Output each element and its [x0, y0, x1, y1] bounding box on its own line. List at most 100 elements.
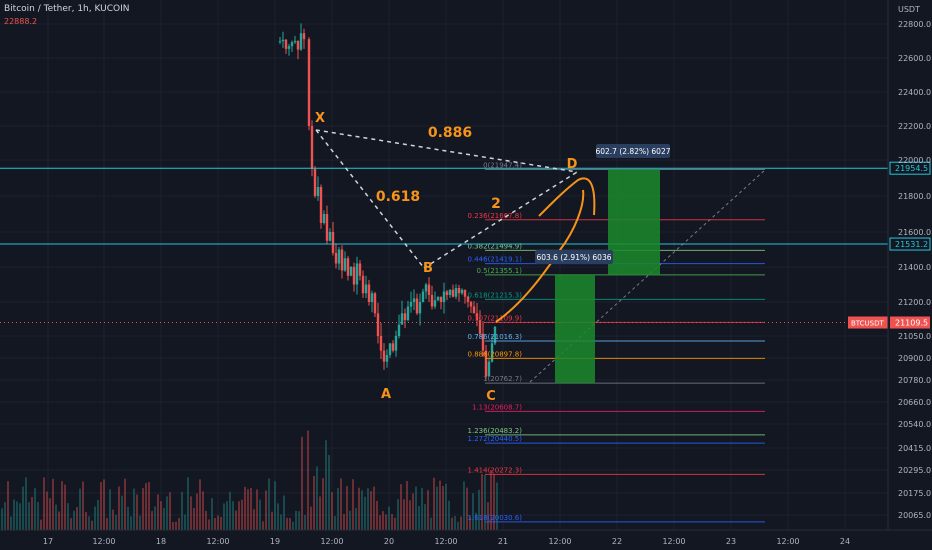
- candle-body: [421, 291, 425, 302]
- candle-body: [478, 320, 482, 334]
- volume-bar: [370, 491, 372, 530]
- volume-bar: [73, 510, 75, 530]
- candle-body: [391, 343, 395, 351]
- fib-label: 0.382(21494.9): [468, 242, 523, 250]
- volume-bar: [406, 481, 408, 530]
- fib-label: 1.414(20272.3): [468, 466, 523, 474]
- long-2-label-bg: [596, 144, 670, 158]
- volume-bar: [58, 511, 60, 530]
- candle-body: [394, 336, 398, 351]
- volume-bar: [76, 507, 78, 530]
- volume-bar: [67, 503, 69, 530]
- volume-bar: [412, 493, 414, 530]
- candle-body: [382, 350, 386, 362]
- volume-bar: [115, 514, 117, 530]
- volume-bar: [154, 506, 156, 530]
- volume-bar: [157, 494, 159, 530]
- volume-bar: [244, 486, 246, 530]
- volume-bars: [1, 430, 498, 530]
- volume-bar: [394, 517, 396, 530]
- price-tick: 20295.0: [898, 466, 931, 475]
- volume-bar: [388, 506, 390, 530]
- volume-bar: [148, 482, 150, 530]
- level-tag: 21954.5: [895, 164, 928, 173]
- volume-bar: [265, 490, 267, 530]
- volume-bar: [310, 506, 312, 530]
- candle-body: [370, 293, 374, 302]
- long-1-label: 603.6 (2.91%) 6036: [536, 253, 611, 262]
- fib-label: 0.786(21016.3): [468, 333, 523, 341]
- fib-label: 0(21947.4): [483, 161, 522, 169]
- candle-body: [302, 33, 306, 40]
- volume-bar: [385, 514, 387, 530]
- price-tick: 22000.0: [898, 156, 931, 165]
- candles: [278, 23, 497, 380]
- level-tag: 21531.2: [895, 240, 928, 249]
- volume-bar: [469, 516, 471, 530]
- volume-bar: [25, 477, 27, 530]
- candle-body: [445, 291, 449, 295]
- candle-body: [328, 232, 332, 241]
- volume-bar: [379, 515, 381, 530]
- pattern-point-d: D: [567, 157, 578, 172]
- candle-body: [418, 302, 422, 314]
- volume-bar: [253, 509, 255, 530]
- volume-bar: [478, 489, 480, 530]
- volume-bar: [196, 493, 198, 530]
- volume-bar: [439, 480, 441, 530]
- volume-bar: [223, 503, 225, 530]
- grid: [0, 0, 888, 530]
- volume-bar: [445, 483, 447, 530]
- volume-bar: [358, 487, 360, 530]
- volume-bar: [205, 510, 207, 530]
- volume-bar: [349, 510, 351, 530]
- volume-bar: [274, 481, 276, 530]
- volume-bar: [184, 514, 186, 530]
- volume-bar: [316, 466, 318, 530]
- volume-bar: [7, 481, 9, 530]
- candle-body: [388, 343, 392, 356]
- volume-bar: [106, 518, 108, 530]
- candle-body: [415, 298, 419, 314]
- volume-bar: [415, 486, 417, 530]
- volume-bar: [163, 508, 165, 530]
- candle-body: [358, 263, 362, 276]
- volume-bar: [160, 501, 162, 530]
- volume-bar: [283, 495, 285, 530]
- volume-bar: [292, 521, 294, 530]
- volume-bar: [127, 506, 129, 530]
- volume-bar: [220, 516, 222, 530]
- candle-body: [299, 33, 303, 50]
- price-tick: 21600.0: [898, 228, 931, 237]
- ratio-xd: 0.886: [428, 125, 472, 141]
- candle-body: [349, 267, 353, 276]
- volume-bar: [262, 521, 264, 530]
- volume-bar: [211, 498, 213, 530]
- candle-body: [361, 275, 365, 294]
- price-tick: 20065.0: [898, 511, 931, 520]
- volume-bar: [460, 516, 462, 530]
- candle-body: [296, 40, 300, 50]
- time-tick: 12:00: [434, 537, 457, 546]
- time-tick: 17: [43, 537, 53, 546]
- symbol-tag-bg: [848, 316, 888, 329]
- candle-body: [373, 293, 377, 314]
- volume-bar: [112, 509, 114, 530]
- fib-label: 0.618(21215.3): [468, 291, 523, 299]
- projection-curve-1: [538, 177, 596, 217]
- volume-bar: [139, 515, 141, 530]
- volume-bar: [22, 486, 24, 530]
- candle-body: [397, 324, 401, 336]
- volume-bar: [313, 475, 315, 530]
- candle-body: [430, 295, 434, 307]
- candle-body: [331, 232, 335, 253]
- volume-bar: [88, 516, 90, 530]
- candle-body: [313, 169, 317, 196]
- volume-bar: [124, 478, 126, 530]
- volume-bar: [55, 504, 57, 530]
- volume-bar: [235, 510, 237, 530]
- volume-bar: [364, 496, 366, 530]
- candle-body: [400, 313, 404, 325]
- candle-body: [433, 300, 437, 307]
